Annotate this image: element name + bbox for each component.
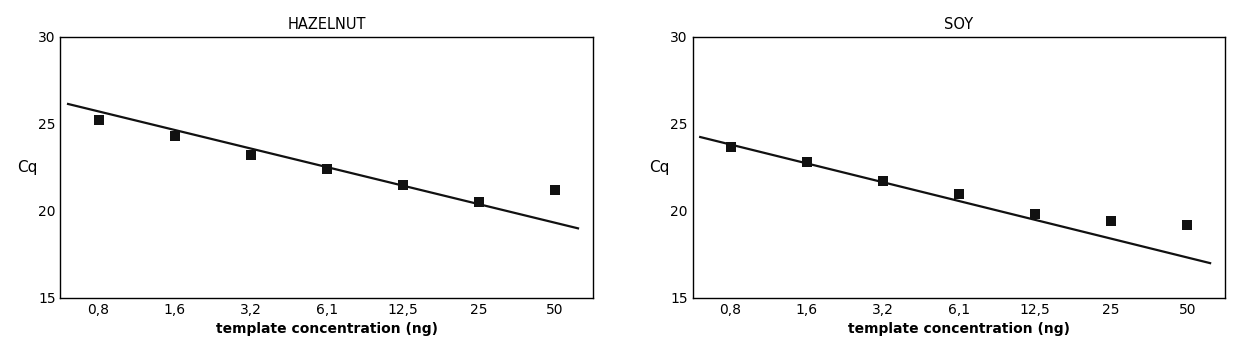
Title: HAZELNUT: HAZELNUT [288,17,366,32]
Point [797,160,817,165]
Title: SOY: SOY [944,17,974,32]
Point [873,179,893,184]
X-axis label: template concentration (ng): template concentration (ng) [216,322,438,336]
Point [165,133,185,139]
Point [949,191,969,196]
Point [720,144,740,149]
Point [392,182,412,188]
Point [545,187,565,193]
Point [469,199,489,205]
Point [88,118,108,123]
Point [317,166,337,172]
Point [1102,219,1122,224]
Y-axis label: Cq: Cq [648,160,669,175]
Y-axis label: Cq: Cq [16,160,37,175]
X-axis label: template concentration (ng): template concentration (ng) [848,322,1069,336]
Point [1025,211,1045,217]
Point [241,152,261,158]
Point [1177,222,1197,228]
